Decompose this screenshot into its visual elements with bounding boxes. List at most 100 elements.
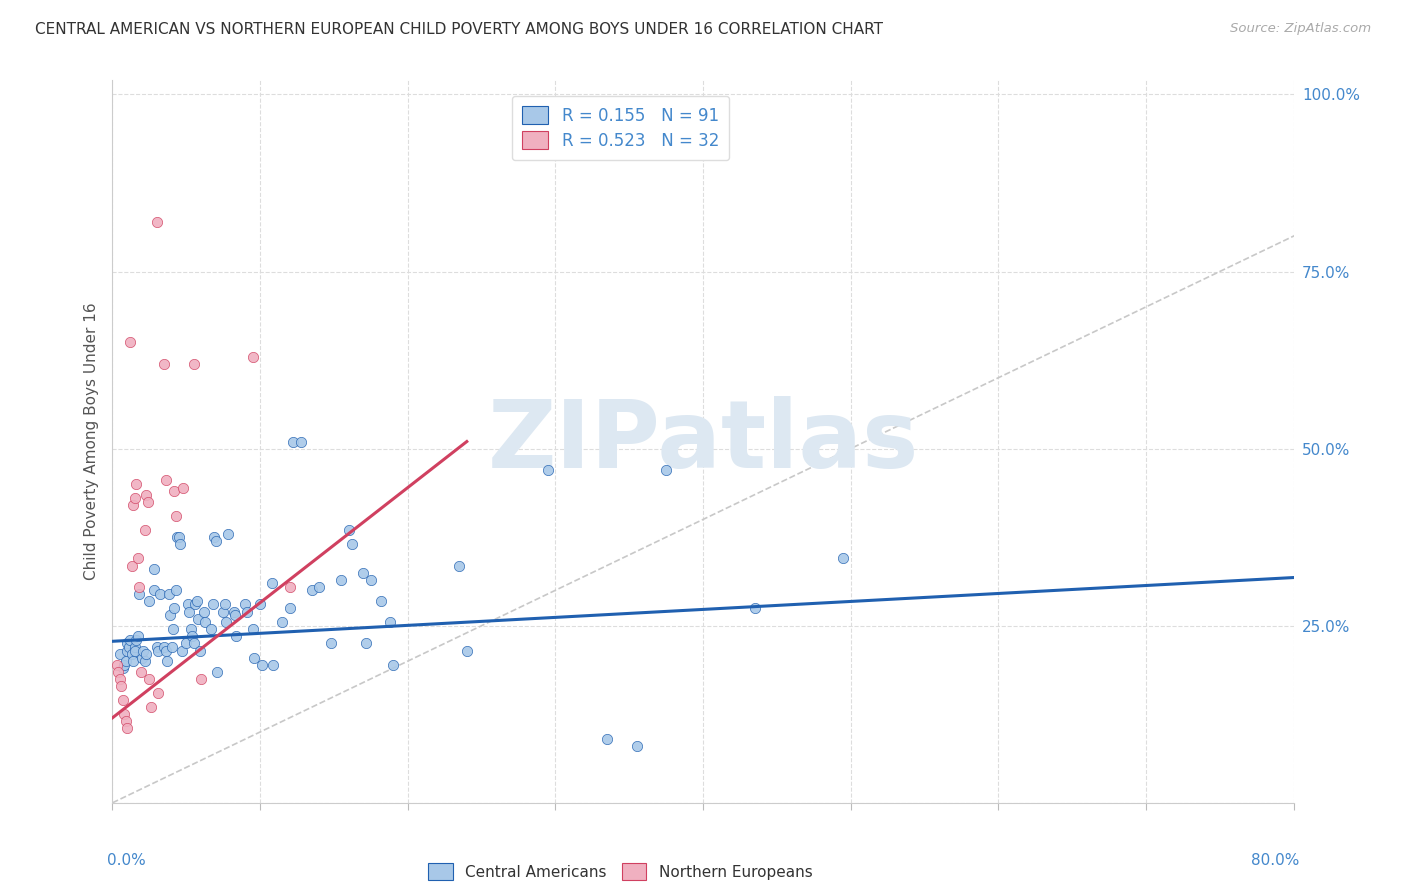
Point: [127, 629, 149, 643]
Point: [120, 632, 142, 647]
Point: [146, 640, 169, 654]
Point: [236, 605, 259, 619]
Point: [146, 215, 169, 229]
Point: [181, 629, 204, 643]
Point: [290, 434, 312, 449]
Point: [132, 643, 155, 657]
Point: [167, 530, 190, 544]
Point: [187, 612, 209, 626]
Point: [215, 615, 238, 630]
Point: [179, 605, 201, 619]
Point: [186, 594, 208, 608]
Point: [222, 605, 245, 619]
Point: [160, 640, 183, 654]
Text: CENTRAL AMERICAN VS NORTHERN EUROPEAN CHILD POVERTY AMONG BOYS UNDER 16 CORRELAT: CENTRAL AMERICAN VS NORTHERN EUROPEAN CH…: [35, 22, 883, 37]
Point: [118, 640, 141, 654]
Point: [174, 636, 197, 650]
Point: [243, 650, 266, 665]
Point: [278, 601, 301, 615]
Point: [153, 640, 176, 654]
Point: [382, 657, 405, 672]
Point: [596, 732, 619, 747]
Point: [308, 580, 330, 594]
Point: [224, 608, 246, 623]
Point: [242, 622, 264, 636]
Point: [110, 679, 132, 693]
Point: [111, 661, 134, 675]
Point: [121, 558, 143, 573]
Point: [456, 643, 478, 657]
Point: [250, 657, 273, 672]
Point: [108, 672, 131, 686]
Point: [202, 530, 225, 544]
Point: [281, 434, 304, 449]
Point: [832, 551, 855, 566]
Text: ZIPatlas: ZIPatlas: [488, 395, 918, 488]
Point: [165, 508, 187, 523]
Point: [537, 463, 560, 477]
Point: [233, 598, 256, 612]
Legend: Central Americans, Northern Europeans: Central Americans, Northern Europeans: [419, 855, 821, 889]
Point: [148, 643, 170, 657]
Point: [138, 594, 160, 608]
Point: [278, 580, 301, 594]
Point: [124, 491, 146, 506]
Point: [125, 632, 148, 647]
Point: [360, 573, 382, 587]
Point: [655, 463, 678, 477]
Point: [162, 622, 184, 636]
Point: [155, 474, 177, 488]
Point: [108, 647, 131, 661]
Point: [172, 481, 194, 495]
Point: [205, 533, 228, 548]
Point: [148, 686, 170, 700]
Point: [356, 636, 378, 650]
Point: [128, 580, 150, 594]
Point: [449, 558, 471, 573]
Point: [124, 640, 146, 654]
Point: [207, 665, 229, 679]
Point: [112, 707, 135, 722]
Point: [626, 739, 648, 753]
Point: [127, 551, 149, 566]
Text: Source: ZipAtlas.com: Source: ZipAtlas.com: [1230, 22, 1371, 36]
Point: [138, 672, 160, 686]
Point: [170, 643, 193, 657]
Point: [124, 643, 146, 657]
Point: [180, 622, 202, 636]
Point: [183, 636, 205, 650]
Point: [370, 594, 392, 608]
Point: [114, 714, 136, 729]
Point: [122, 498, 145, 512]
Point: [337, 523, 360, 537]
Text: 0.0%: 0.0%: [107, 854, 145, 869]
Point: [249, 598, 271, 612]
Point: [125, 477, 148, 491]
Point: [193, 605, 215, 619]
Point: [135, 488, 157, 502]
Point: [319, 636, 342, 650]
Point: [330, 573, 353, 587]
Point: [212, 605, 235, 619]
Point: [111, 693, 134, 707]
Point: [301, 583, 323, 598]
Point: [201, 598, 224, 612]
Point: [117, 643, 138, 657]
Point: [184, 598, 207, 612]
Point: [112, 657, 135, 672]
Point: [128, 587, 150, 601]
Point: [134, 523, 156, 537]
Point: [114, 654, 136, 668]
Point: [136, 494, 159, 508]
Point: [166, 530, 188, 544]
Point: [163, 601, 186, 615]
Point: [134, 654, 156, 668]
Point: [188, 643, 211, 657]
Point: [142, 562, 165, 576]
Point: [122, 654, 145, 668]
Point: [214, 598, 236, 612]
Point: [260, 576, 283, 591]
Point: [107, 665, 129, 679]
Point: [169, 537, 191, 551]
Y-axis label: Child Poverty Among Boys Under 16: Child Poverty Among Boys Under 16: [83, 302, 98, 581]
